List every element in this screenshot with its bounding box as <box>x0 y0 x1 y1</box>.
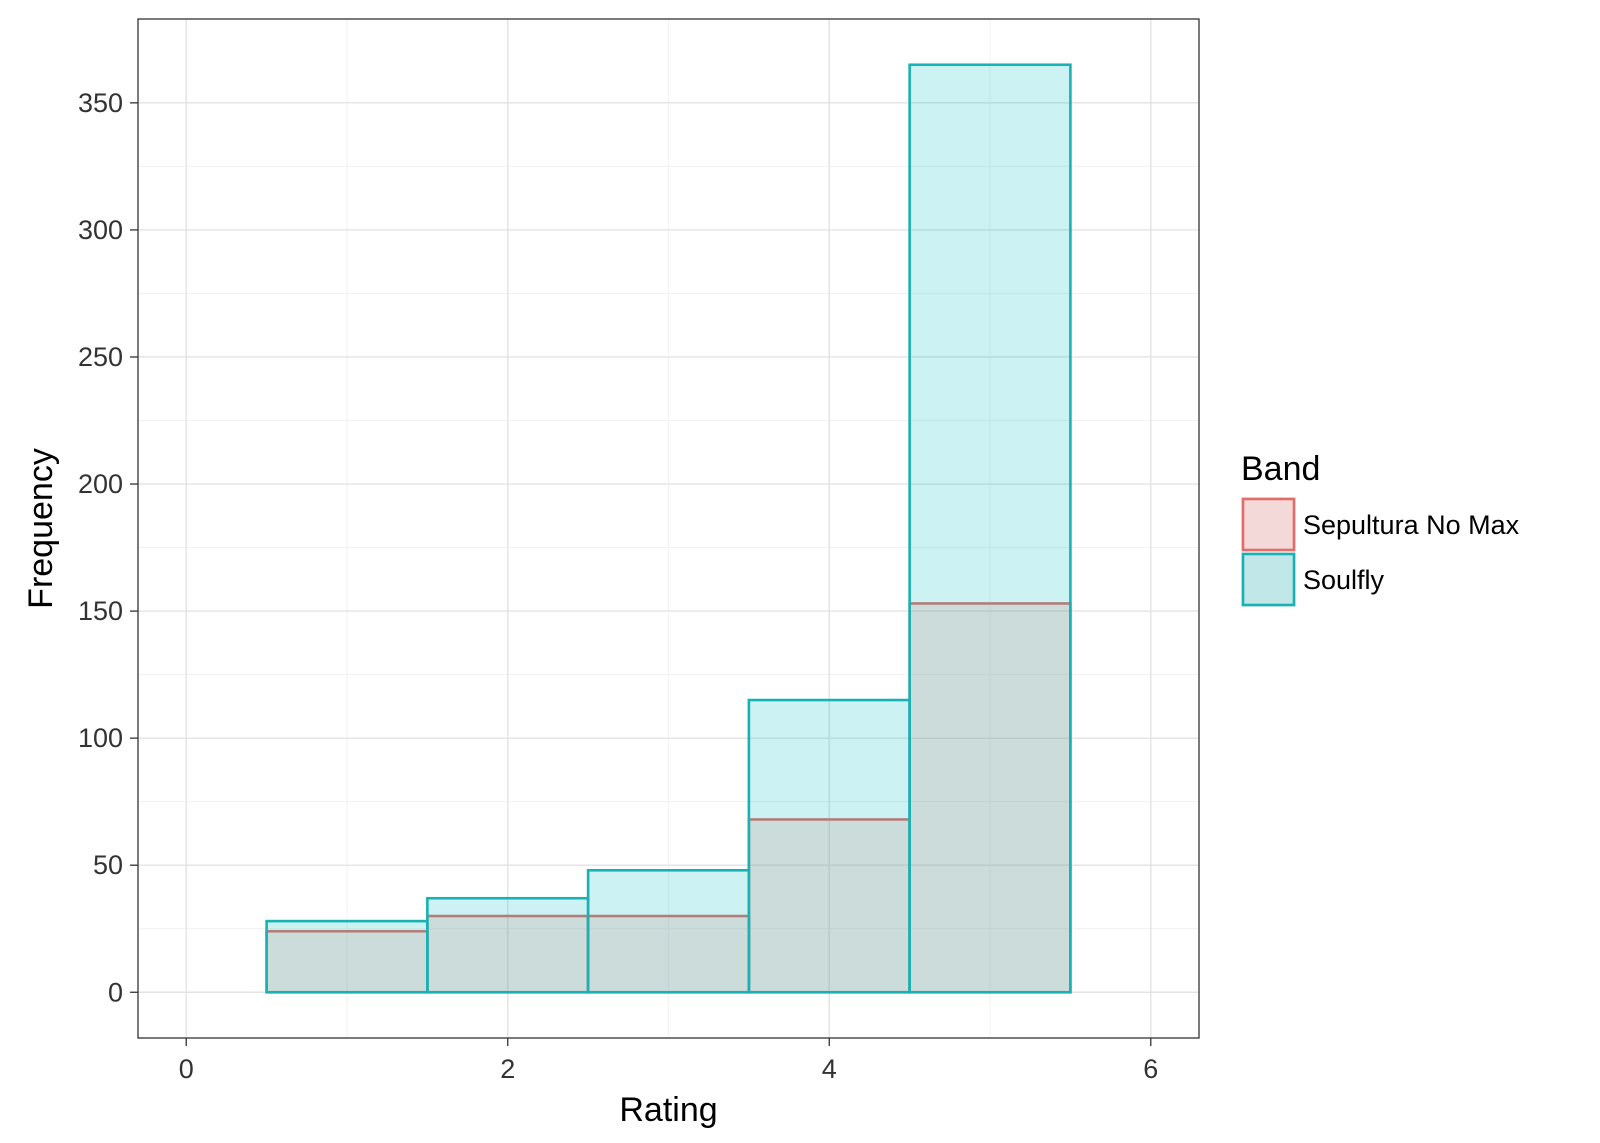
legend-label-sepultura-no-max: Sepultura No Max <box>1303 510 1520 540</box>
legend-key-bg <box>1241 552 1296 607</box>
bar-soulfly-3 <box>586 868 751 994</box>
legend-title: Band <box>1241 450 1320 488</box>
y-tick-label: 350 <box>78 88 123 118</box>
y-tick-label: 100 <box>78 723 123 753</box>
y-tick-label: 300 <box>78 215 123 245</box>
x-axis-title: Rating <box>619 1091 717 1129</box>
bar-soulfly-5 <box>908 63 1072 994</box>
legend-swatch-sepultura-no-max <box>1241 497 1296 552</box>
tick-labels: 0 2 4 6 0 50 100 150 200 250 300 350 <box>78 88 1158 1084</box>
y-tick-label: 200 <box>78 469 123 499</box>
y-tick-label: 250 <box>78 342 123 372</box>
y-axis-title: Frequency <box>22 448 60 609</box>
panel-border <box>137 18 1200 1039</box>
bar-sepultura-no-max-5 <box>908 602 1072 994</box>
bar-sepultura-no-max-4 <box>747 818 911 994</box>
legend-label-soulfly: Soulfly <box>1303 565 1385 595</box>
bar-soulfly-1 <box>265 919 429 994</box>
y-tick-label: 150 <box>78 596 123 626</box>
x-tick-label: 4 <box>822 1054 837 1084</box>
minor-gridlines <box>138 19 1199 1038</box>
x-tick-label: 0 <box>179 1054 194 1084</box>
bar-soulfly-4 <box>747 698 911 994</box>
legend-swatch-soulfly <box>1241 552 1296 607</box>
y-tick-label: 50 <box>93 850 123 880</box>
legend-key-bg <box>1241 497 1296 552</box>
bars <box>265 63 1072 994</box>
bar-sepultura-no-max-1 <box>265 929 429 994</box>
x-tick-label: 6 <box>1143 1054 1158 1084</box>
bar-soulfly-2 <box>426 896 590 994</box>
x-tick-label: 2 <box>500 1054 515 1084</box>
legend: Band Sepultura No Max Soulfly <box>1241 450 1520 607</box>
axis-ticks <box>130 102 1152 1046</box>
y-tick-label: 0 <box>108 977 123 1007</box>
